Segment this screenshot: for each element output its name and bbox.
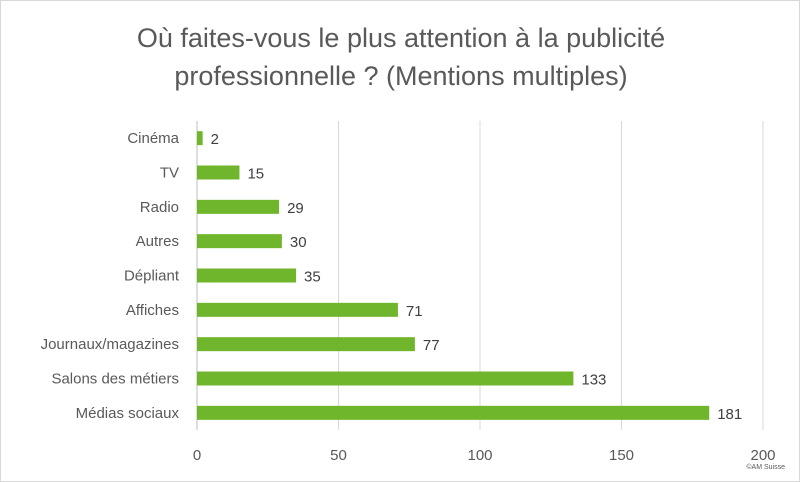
category-label: Salons des métiers — [51, 371, 179, 388]
data-label: 35 — [304, 269, 321, 286]
data-label: 181 — [717, 406, 742, 423]
bar — [197, 302, 398, 317]
bar — [197, 371, 574, 386]
x-tick-label: 50 — [330, 447, 347, 464]
bar — [197, 337, 415, 352]
data-label: 29 — [287, 200, 304, 217]
category-label: Cinéma — [127, 130, 179, 147]
data-label: 2 — [211, 131, 219, 148]
bar — [197, 165, 240, 180]
category-label: Dépliant — [124, 268, 180, 285]
chart-title-line-1: Où faites-vous le plus attention à la pu… — [136, 23, 666, 53]
copyright-note: ©AM Suisse — [746, 464, 785, 471]
bar — [197, 199, 280, 214]
category-label: TV — [160, 165, 179, 182]
category-label: Affiches — [126, 302, 179, 319]
x-tick-label: 0 — [193, 447, 201, 464]
data-label: 30 — [290, 234, 307, 251]
bar — [197, 268, 297, 283]
category-label: Autres — [136, 233, 179, 250]
data-label: 71 — [406, 303, 423, 320]
category-label: Médias sociaux — [76, 405, 180, 422]
data-label: 133 — [581, 372, 606, 389]
bars — [197, 131, 710, 420]
chart-title: Où faites-vous le plus attention à la pu… — [1, 19, 800, 95]
category-label: Radio — [140, 199, 179, 216]
x-tick-label: 200 — [750, 447, 775, 464]
x-axis-tick-labels: 0 50 100 150 200 — [193, 447, 776, 464]
data-label: 77 — [423, 337, 440, 354]
bar — [197, 405, 710, 420]
x-tick-label: 100 — [467, 447, 492, 464]
x-tick-label: 150 — [609, 447, 634, 464]
chart-title-line-2: professionnelle ? (Mentions multiples) — [174, 61, 628, 91]
bar — [197, 234, 282, 249]
category-label: Journaux/magazines — [41, 336, 179, 353]
category-labels: Cinéma TV Radio Autres Dépliant Affiches Journ… — [41, 130, 180, 422]
bar — [197, 131, 203, 146]
data-label: 15 — [247, 166, 264, 183]
